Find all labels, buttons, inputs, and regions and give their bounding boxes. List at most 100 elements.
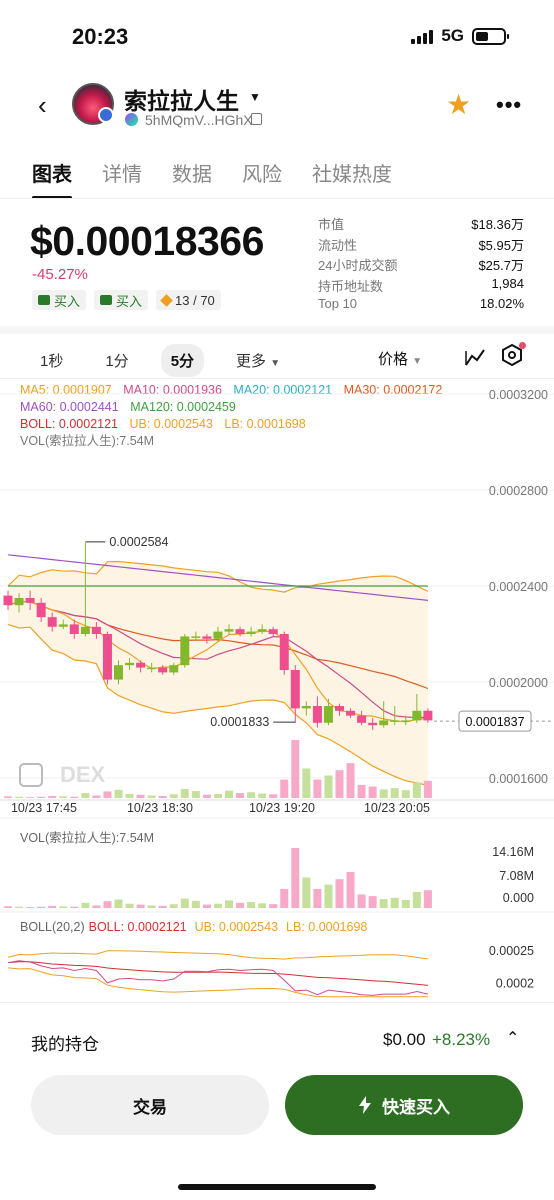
volume-bar xyxy=(158,795,167,798)
vol-panel-bar xyxy=(180,898,189,908)
candle-body xyxy=(36,602,46,618)
vol-panel-bar xyxy=(92,905,101,908)
candle-body xyxy=(191,636,201,638)
buy-badge[interactable]: 买入 xyxy=(32,290,87,310)
vol-panel-bar xyxy=(291,848,300,908)
price-type-select[interactable]: 价格 ▼ xyxy=(378,348,422,369)
candle-body xyxy=(91,626,101,634)
vol-panel-bar xyxy=(26,907,35,908)
boll-tick-label: 0.0002 xyxy=(496,977,534,991)
stat-row: 持币地址数 1,984 xyxy=(318,276,524,297)
volume-bar xyxy=(169,794,178,798)
boll-panel-lb xyxy=(7,967,428,998)
interval-1s[interactable]: 1秒 xyxy=(40,353,64,370)
vol-panel-bar xyxy=(125,903,134,908)
interval-5m[interactable]: 5分 xyxy=(160,344,205,377)
token-name[interactable]: 索拉拉人生 xyxy=(124,88,239,114)
badge-row: 买入 买入 13 / 70 xyxy=(32,290,221,310)
price-type-label: 价格 xyxy=(378,351,409,368)
candle-body xyxy=(423,710,433,721)
ma120-label: MA120: 0.0002459 xyxy=(130,400,236,414)
divider xyxy=(0,378,554,379)
volume-bar xyxy=(4,796,12,798)
interval-1m[interactable]: 1分 xyxy=(105,353,129,370)
vol-panel-bar xyxy=(247,902,256,908)
buy-badge-2[interactable]: 买入 xyxy=(94,290,149,310)
chevron-up-icon[interactable]: ⌃ xyxy=(506,1030,520,1047)
volume-bar xyxy=(213,793,222,798)
candle-body xyxy=(125,662,135,666)
interval-more[interactable]: 更多 ▼ xyxy=(226,344,290,377)
vol-panel-bar xyxy=(280,888,289,908)
caret-down-icon: ▼ xyxy=(270,358,281,369)
home-indicator xyxy=(178,1184,376,1190)
candle-body xyxy=(136,662,146,668)
vol-panel-bar xyxy=(225,900,233,908)
volume-bar xyxy=(368,786,377,798)
vol-panel-bar xyxy=(269,904,278,908)
candle-body xyxy=(368,722,378,726)
tab-chart[interactable]: 图表 xyxy=(32,158,72,199)
volume-bar xyxy=(291,740,300,798)
stat-value: 18.02% xyxy=(479,296,524,311)
vol-panel-bar xyxy=(401,899,410,908)
y-tick-label: 0.0002000 xyxy=(489,676,548,690)
vol-panel-bar xyxy=(136,904,145,908)
tab-data[interactable]: 数据 xyxy=(172,164,212,186)
vol-panel-bar xyxy=(4,906,12,908)
interval-more-label: 更多 xyxy=(236,353,267,370)
score-badge[interactable]: 13 / 70 xyxy=(156,290,221,310)
tab-risk[interactable]: 风险 xyxy=(242,164,282,186)
candle-body xyxy=(268,629,278,634)
price-change: -45.27% xyxy=(32,266,88,283)
tab-social[interactable]: 社媒热度 xyxy=(312,164,392,186)
volume-bar xyxy=(225,790,233,798)
volume-bar xyxy=(401,790,410,798)
volume-bar xyxy=(26,797,35,798)
vol-panel-bar xyxy=(412,891,421,908)
stat-value: $18.36万 xyxy=(471,217,524,232)
volume-bar xyxy=(269,794,278,798)
volume-bar xyxy=(302,768,311,798)
candle-body xyxy=(202,636,212,639)
stats-panel: 市值 $18.36万 流动性 $5.95万 24小时成交额 $25.7万 持币地址数 1… xyxy=(318,214,524,317)
volume-bar xyxy=(59,796,68,798)
back-icon[interactable]: ‹ xyxy=(38,90,47,120)
indicator-icon[interactable] xyxy=(464,347,486,372)
current-price-box xyxy=(458,710,532,732)
candle-body xyxy=(213,631,223,639)
settings-hex-icon[interactable] xyxy=(502,343,522,367)
volume-bar xyxy=(180,788,189,798)
candle-body xyxy=(357,715,367,723)
candle-body xyxy=(3,595,13,606)
copy-icon[interactable] xyxy=(251,113,262,125)
candle-body xyxy=(246,631,256,634)
volume-bar xyxy=(412,782,421,798)
trade-button[interactable]: 交易 xyxy=(31,1075,269,1135)
favorite-star-icon[interactable]: ★ xyxy=(446,89,472,120)
caret-down-icon[interactable]: ▼ xyxy=(249,90,261,104)
stat-row: 流动性 $5.95万 xyxy=(318,235,524,256)
vol-panel-bar xyxy=(346,871,355,908)
boll-tick-label: 0.00025 xyxy=(489,944,534,958)
stat-key: 流动性 xyxy=(318,237,358,253)
candle-body xyxy=(47,617,57,627)
volume-bar xyxy=(335,770,344,798)
holdings-bar[interactable] xyxy=(0,1002,554,1064)
x-tick-label: 10/23 17:45 xyxy=(11,801,77,815)
candle-body xyxy=(379,720,389,726)
volume-bar xyxy=(125,793,134,798)
candle-body xyxy=(169,665,179,673)
tab-details[interactable]: 详情 xyxy=(102,164,142,186)
volume-bar xyxy=(313,779,322,798)
holdings-label: 我的持仓 xyxy=(31,1035,99,1054)
vol-label: VOL(索拉拉人生):7.54M xyxy=(20,434,155,448)
more-icon[interactable]: ••• xyxy=(496,92,523,117)
price-chart[interactable]: 0.0003200 0.0002800 0.0002400 0.0002000 0.00… xyxy=(0,378,554,1002)
caret-down-icon: ▼ xyxy=(412,356,423,367)
fullscreen-icon[interactable] xyxy=(19,763,43,787)
quick-buy-button[interactable]: 快速买入 xyxy=(285,1075,523,1135)
candle-body xyxy=(80,626,90,634)
stat-key: 24小时成交额 xyxy=(318,258,398,273)
y-tick-label: 0.0002800 xyxy=(489,484,548,498)
